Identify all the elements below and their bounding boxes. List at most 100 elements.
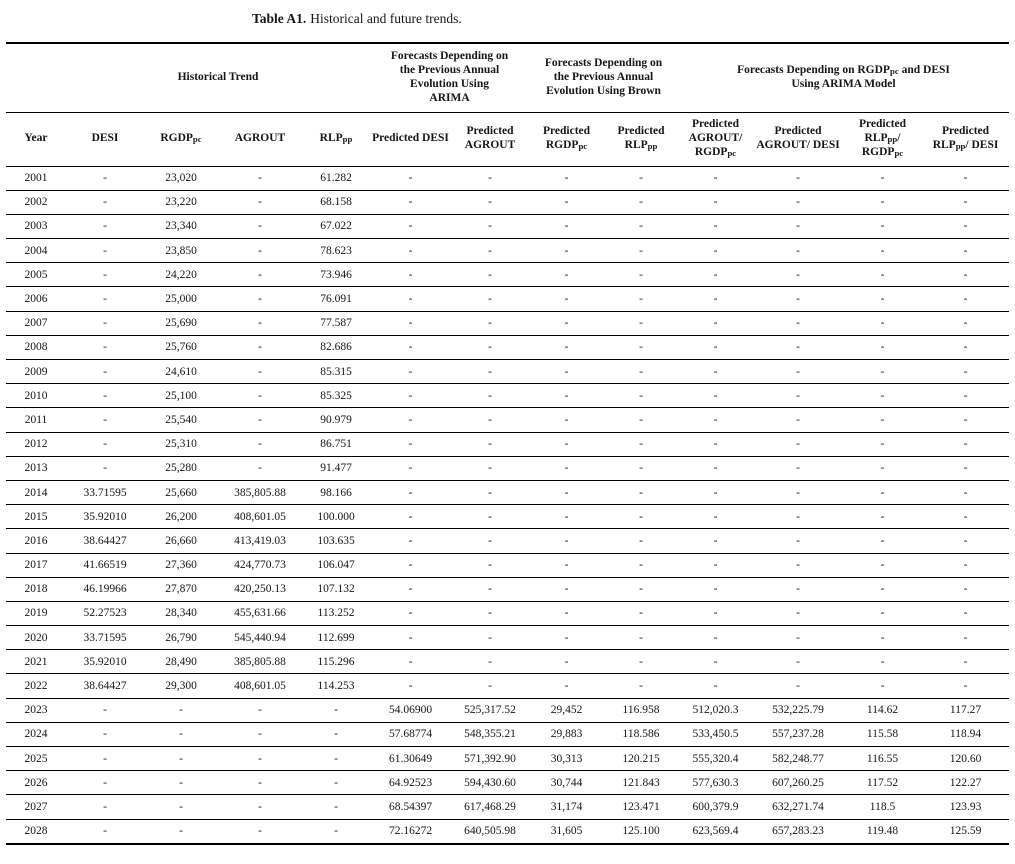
- cell: 64.92523: [370, 770, 452, 796]
- cell: -: [451, 238, 530, 264]
- cell: -: [604, 383, 679, 409]
- table-row: 2013-25,280-91.477- - - - - - - -: [6, 456, 1010, 481]
- cell: -: [529, 262, 605, 288]
- cell: -: [529, 649, 605, 675]
- cell: -: [66, 746, 144, 772]
- cell: -: [922, 262, 1010, 288]
- table-caption-label: Table A1.: [252, 11, 307, 26]
- cell: -: [843, 553, 923, 578]
- cell: -: [66, 432, 144, 457]
- cell: 2003: [6, 214, 66, 240]
- cell: -: [753, 432, 844, 457]
- group-header-forecast-arima: Forecasts Depending on the Previous Annu…: [370, 43, 530, 113]
- cell: -: [843, 335, 923, 361]
- cell: 26,200: [144, 504, 218, 530]
- cell: -: [451, 166, 530, 191]
- cell: -: [451, 504, 530, 530]
- cell: -: [370, 480, 452, 506]
- cell: -: [753, 262, 844, 288]
- table-row: 2021 35.92010 28,490 385,805.88 115.296- - - - -…: [6, 649, 1010, 675]
- cell: -: [604, 311, 679, 336]
- table-row: 2003-23,340-67.022- - - - - - - -: [6, 214, 1010, 240]
- cell: -: [529, 480, 605, 506]
- cell: -: [922, 625, 1010, 651]
- cell: -: [529, 214, 605, 240]
- cell: 2007: [6, 311, 66, 336]
- cell: 577,630.3: [678, 770, 754, 796]
- cell: -: [604, 238, 679, 264]
- cell: -: [678, 601, 754, 627]
- cell: 33.71595: [66, 625, 144, 651]
- cell: -: [529, 625, 605, 651]
- cell: -: [218, 432, 302, 457]
- cell: -: [370, 673, 452, 699]
- cell: -: [678, 504, 754, 530]
- cell: -: [753, 359, 844, 385]
- table-caption-text: Historical and future trends.: [310, 11, 462, 26]
- cell: 115.58: [843, 722, 923, 748]
- cell: -: [451, 359, 530, 385]
- cell: -: [753, 407, 844, 433]
- cell: -: [370, 166, 452, 191]
- cell: -: [451, 190, 530, 215]
- cell: -: [66, 794, 144, 820]
- cell: 26,660: [144, 528, 218, 554]
- cell: -: [66, 456, 144, 481]
- col-header-predicted-agrout: Predicted AGROUT: [451, 112, 530, 167]
- col-header-year: Year: [6, 112, 66, 167]
- cell: -: [529, 407, 605, 433]
- table-row: 2005-24,220-73.946- - - - - - - -: [6, 262, 1010, 288]
- cell: 2011: [6, 407, 66, 433]
- cell: -: [922, 214, 1010, 240]
- cell: 29,452: [529, 698, 605, 723]
- cell: 2028: [24, 825, 48, 838]
- cell: -: [529, 504, 605, 530]
- cell: 2009: [6, 359, 66, 385]
- cell: -: [922, 335, 1010, 361]
- cell: 29,883: [529, 722, 605, 748]
- cell: 123.471: [604, 794, 679, 820]
- cell: -: [922, 480, 1010, 506]
- cell: -: [678, 553, 754, 578]
- cell: -: [604, 673, 679, 699]
- cell: -: [451, 335, 530, 361]
- cell: -: [753, 673, 844, 699]
- cell: -: [678, 311, 754, 336]
- cell: 600,379.9: [678, 794, 754, 820]
- cell: -: [451, 480, 530, 506]
- cell: 116.55: [843, 746, 923, 772]
- cell: -: [370, 262, 452, 288]
- cell: -: [103, 825, 107, 838]
- cell: 623,569.4: [692, 825, 739, 838]
- cell: 2016: [6, 528, 66, 554]
- cell: -: [753, 238, 844, 264]
- group-header-historical-trend: Historical Trend: [66, 43, 371, 113]
- cell: 122.27: [922, 770, 1010, 796]
- cell: -: [370, 407, 452, 433]
- cell: 46.19966: [66, 577, 144, 602]
- cell: 118.94: [922, 722, 1010, 748]
- cell: 385,805.88: [218, 480, 302, 506]
- cell: -: [753, 625, 844, 651]
- cell: -: [218, 746, 302, 772]
- cell: -: [843, 407, 923, 433]
- table-row: 2015 35.92010 26,200 408,601.05 100.000- - - - -…: [6, 504, 1010, 530]
- cell: -: [66, 190, 144, 215]
- cell: -: [529, 166, 605, 191]
- cell: 25,760: [144, 335, 218, 361]
- cell: -: [922, 528, 1010, 554]
- cell: -: [66, 166, 144, 191]
- cell: -: [370, 577, 452, 602]
- table-row: 2026- - - -64.92523 594,430.60 30,744 121.843 5…: [6, 770, 1010, 796]
- cell: 31,605: [550, 825, 583, 838]
- cell: -: [451, 286, 530, 312]
- cell: -: [66, 238, 144, 264]
- cell: -: [66, 722, 144, 748]
- table-row: 2001-23,020-61.282- - - - - - - -: [6, 166, 1010, 191]
- cell: -: [678, 383, 754, 409]
- cell: 120.215: [604, 746, 679, 772]
- cell: -: [604, 601, 679, 627]
- cell: -: [604, 286, 679, 312]
- cell: -: [218, 383, 302, 409]
- cell: 35.92010: [66, 504, 144, 530]
